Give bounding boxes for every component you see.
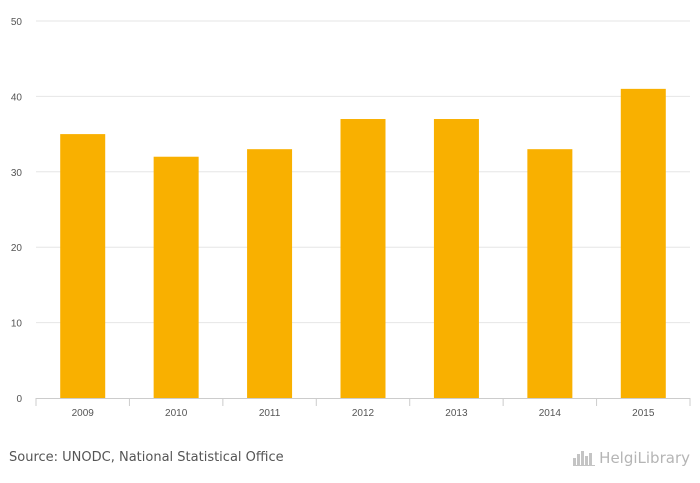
x-axis: 2009 2010 2011 2012 2013 2014 2015 [35, 398, 691, 419]
y-tick-label: 30 [11, 168, 23, 179]
bars [60, 88, 666, 399]
x-tick-label: 2013 [445, 408, 468, 419]
y-tick-label: 40 [11, 92, 23, 103]
x-tick-label: 2012 [352, 408, 375, 419]
y-tick-label: 0 [16, 394, 22, 405]
bar-2012[interactable] [340, 119, 386, 399]
x-tick-label: 2014 [539, 408, 562, 419]
bar-2014[interactable] [527, 149, 573, 398]
x-tick-label: 2015 [632, 408, 655, 419]
bar-2009[interactable] [60, 134, 106, 398]
x-tick-label: 2010 [165, 408, 188, 419]
bar-2013[interactable] [433, 119, 479, 399]
y-tick-label: 10 [11, 319, 23, 330]
y-tick-label: 20 [11, 243, 23, 254]
bar-2011[interactable] [247, 149, 293, 398]
x-tick-label: 2009 [72, 408, 95, 419]
brand-logo[interactable]: HelgiLibrary [573, 449, 690, 467]
source-note: Source: UNODC, National Statistical Offi… [9, 450, 284, 465]
bar-2010[interactable] [153, 156, 199, 398]
y-tick-label: 50 [11, 17, 23, 28]
x-tick-label: 2011 [259, 408, 281, 419]
brand-name: HelgiLibrary [599, 449, 690, 467]
bar-2015[interactable] [620, 88, 666, 399]
city-skyline-icon [573, 451, 596, 466]
y-axis-ticks: 0 10 20 30 40 50 [11, 17, 23, 405]
bar-chart: 0 10 20 30 40 50 2009 2010 2011 2012 2013 2014 2015 [11, 17, 691, 419]
